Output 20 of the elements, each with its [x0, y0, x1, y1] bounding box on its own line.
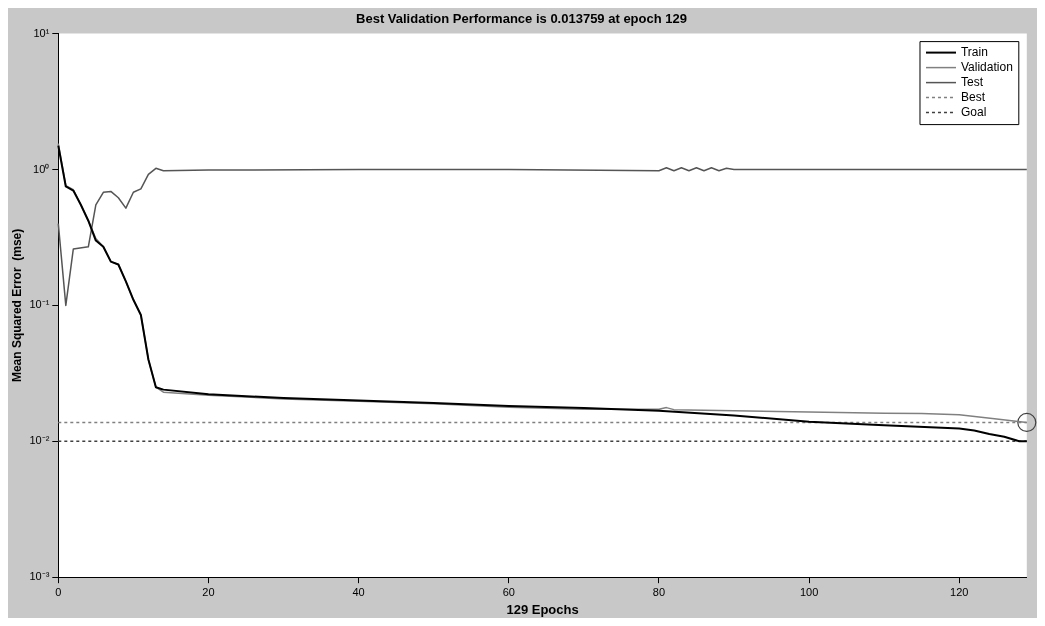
x-axis-title: 129 Epochs — [506, 601, 579, 617]
x-tick-label: 60 — [502, 585, 515, 598]
y-axis-title: Mean Squared Error (mse) — [9, 228, 24, 383]
y-tick-label: 10⁻³ — [29, 570, 50, 583]
legend-label: Train — [960, 44, 988, 59]
legend-label: Goal — [960, 104, 987, 119]
x-tick-label: 40 — [352, 585, 365, 598]
y-tick-label: 10⁰ — [33, 162, 50, 175]
legend-label: Validation — [960, 59, 1013, 74]
y-tick-label: 10⁻² — [29, 434, 50, 447]
legend-label: Test — [960, 74, 984, 89]
x-tick-label: 100 — [799, 585, 819, 598]
legend-label: Best — [960, 89, 986, 104]
chart-title: Best Validation Performance is 0.013759 at epoch 129 — [356, 11, 687, 27]
x-tick-label: 20 — [202, 585, 215, 598]
x-tick-label: 0 — [55, 585, 62, 598]
y-tick-label: 10¹ — [33, 26, 50, 39]
y-tick-label: 10⁻¹ — [29, 298, 50, 311]
x-tick-label: 80 — [652, 585, 666, 598]
x-tick-label: 120 — [950, 585, 969, 598]
